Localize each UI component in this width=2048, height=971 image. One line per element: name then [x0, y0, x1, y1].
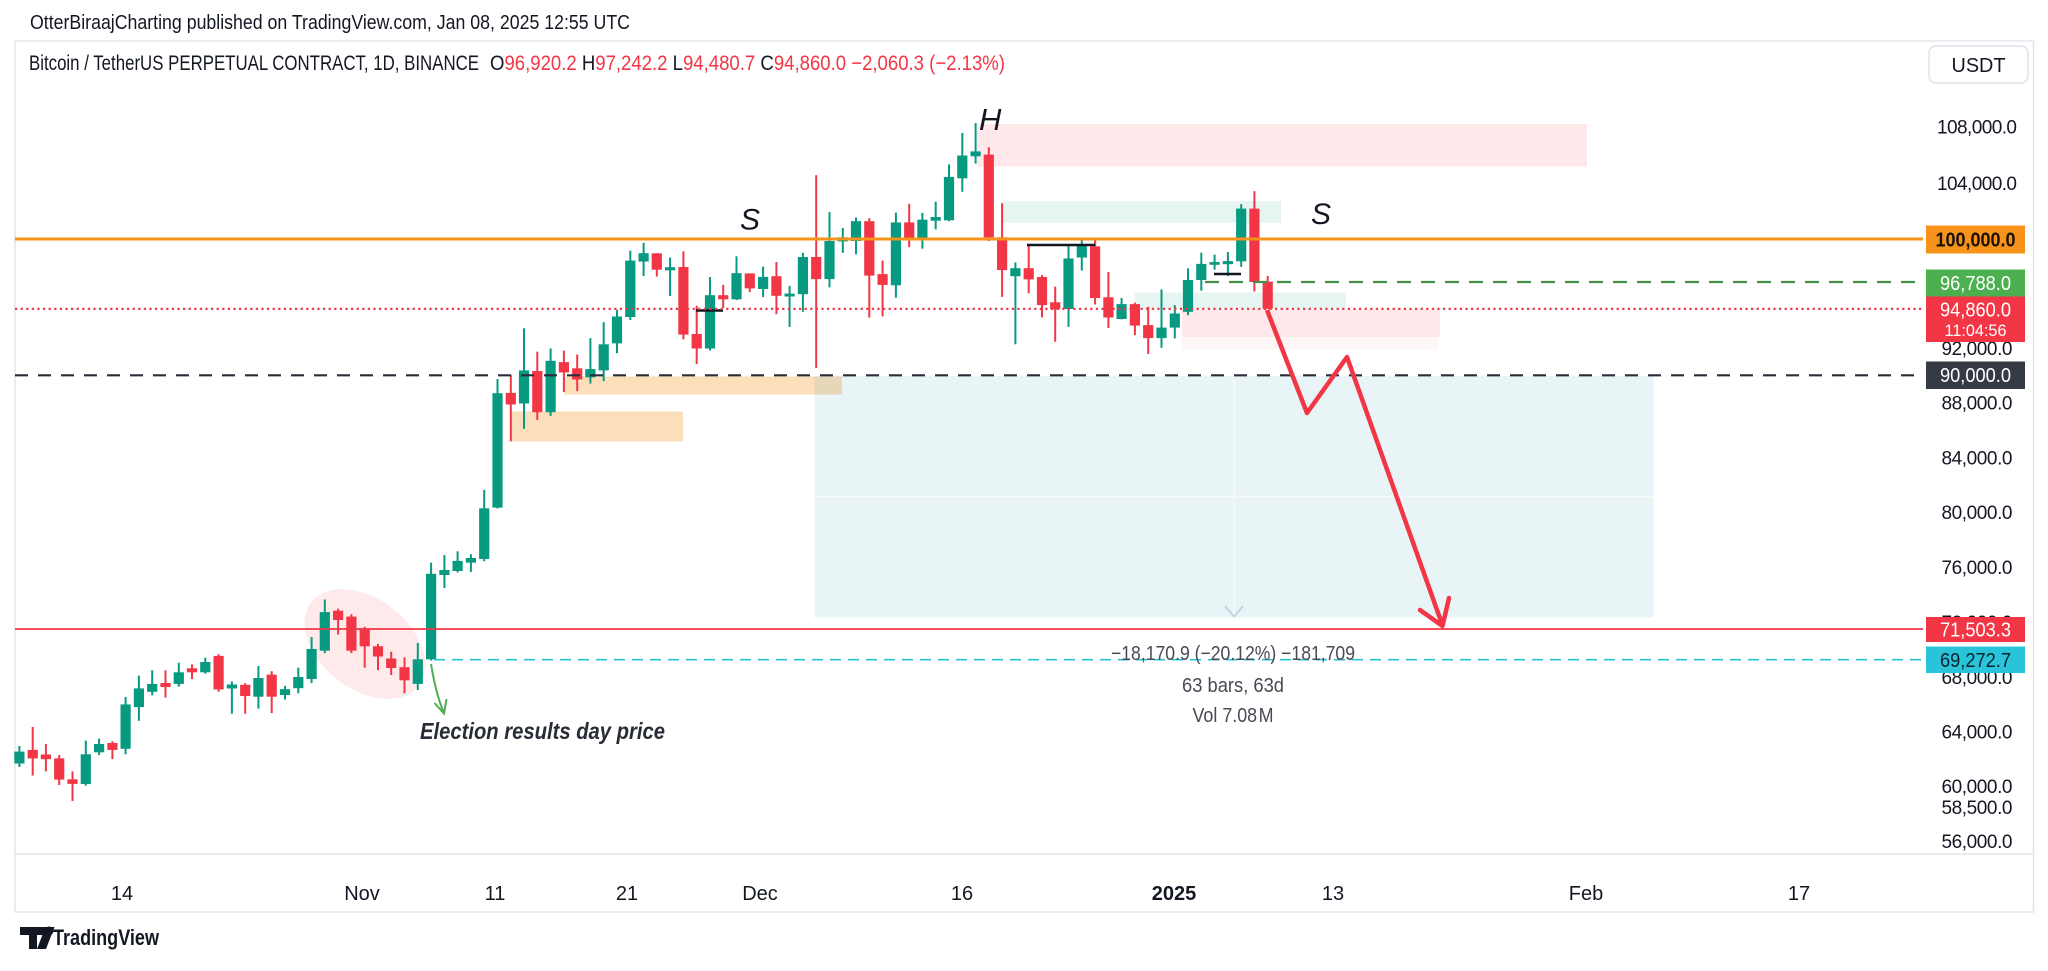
svg-text:11:04:56: 11:04:56	[1945, 321, 2007, 340]
svg-text:O96,920.2 H97,242.2 L94,480.: O96,920.2 H97,242.2 L94,480.7 C94,860.0 …	[490, 52, 1005, 75]
svg-text:76,000.0: 76,000.0	[1942, 558, 2013, 579]
svg-text:USDT: USDT	[1952, 55, 2006, 77]
svg-text:14: 14	[111, 883, 133, 905]
svg-text:−18,170.9 (−20.12%) −181,709: −18,170.9 (−20.12%) −181,709	[1111, 643, 1355, 665]
svg-text:69,272.7: 69,272.7	[1940, 650, 2011, 672]
svg-text:16: 16	[951, 883, 973, 905]
svg-text:Dec: Dec	[742, 883, 778, 905]
svg-text:17: 17	[1788, 883, 1810, 905]
svg-text:60,000.0: 60,000.0	[1942, 777, 2013, 798]
svg-text:Nov: Nov	[344, 883, 380, 905]
svg-text:OtterBiraajCharting published: OtterBiraajCharting published on Trading…	[30, 12, 630, 34]
svg-text:94,860.0: 94,860.0	[1940, 300, 2011, 322]
svg-text:56,000.0: 56,000.0	[1942, 832, 2013, 853]
svg-text:Bitcoin / TetherUS PERPETUAL C: Bitcoin / TetherUS PERPETUAL CONTRACT, 1…	[29, 52, 479, 75]
svg-text:58,500.0: 58,500.0	[1942, 798, 2013, 819]
svg-text:Feb: Feb	[1569, 883, 1603, 905]
svg-text:13: 13	[1322, 883, 1344, 905]
svg-text:21: 21	[616, 883, 638, 905]
svg-text:92,000.0: 92,000.0	[1942, 339, 2013, 360]
svg-text:84,000.0: 84,000.0	[1942, 449, 2013, 470]
svg-text:71,503.3: 71,503.3	[1940, 620, 2011, 642]
svg-text:100,000.0: 100,000.0	[1936, 230, 2016, 252]
svg-text:80,000.0: 80,000.0	[1942, 503, 2013, 524]
svg-text:H: H	[979, 102, 1002, 137]
svg-text:63 bars, 63d: 63 bars, 63d	[1182, 675, 1284, 697]
svg-text:108,000.0: 108,000.0	[1937, 118, 2017, 139]
svg-text:S: S	[740, 204, 760, 237]
svg-text:104,000.0: 104,000.0	[1937, 174, 2017, 195]
svg-text:TradingView: TradingView	[53, 925, 160, 950]
svg-text:90,000.0: 90,000.0	[1940, 365, 2011, 387]
svg-text:88,000.0: 88,000.0	[1942, 394, 2013, 415]
svg-text:Election results day price: Election results day price	[420, 718, 665, 744]
svg-text:68,000.0: 68,000.0	[1942, 668, 2013, 689]
svg-text:Vol 7.08 M: Vol 7.08 M	[1193, 705, 1274, 727]
svg-text:2025: 2025	[1152, 883, 1197, 905]
svg-text:S: S	[1311, 198, 1331, 231]
svg-text:96,788.0: 96,788.0	[1940, 273, 2011, 295]
svg-text:64,000.0: 64,000.0	[1942, 723, 2013, 744]
svg-text:11: 11	[485, 883, 506, 905]
